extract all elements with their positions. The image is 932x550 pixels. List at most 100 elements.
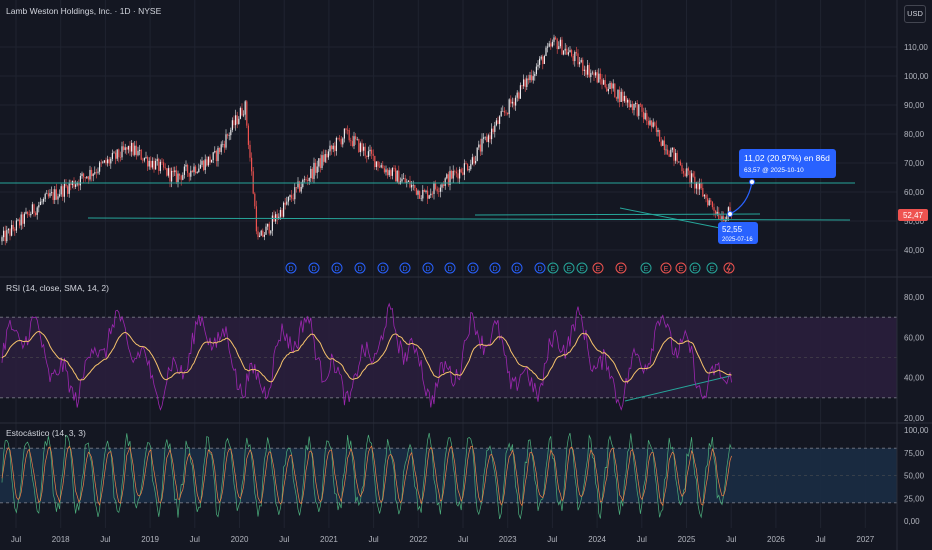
event-icon[interactable] xyxy=(444,262,456,274)
price-candle-body xyxy=(164,167,166,169)
price-candle-body xyxy=(126,147,128,150)
low-label-box[interactable] xyxy=(718,222,758,244)
price-candle-body xyxy=(409,180,411,188)
price-candle-body xyxy=(36,207,38,215)
price-candle-body xyxy=(686,168,688,177)
price-candle-body xyxy=(718,211,720,220)
price-candle-body xyxy=(345,128,347,130)
event-icon[interactable] xyxy=(576,262,588,274)
event-icon[interactable] xyxy=(660,262,672,274)
event-icon[interactable] xyxy=(467,262,479,274)
price-candle-body xyxy=(604,80,606,88)
event-icon[interactable] xyxy=(422,262,434,274)
price-candle-body xyxy=(521,85,523,87)
price-candle-body xyxy=(503,110,505,113)
event-icon[interactable] xyxy=(308,262,320,274)
price-candle-body xyxy=(134,145,136,155)
event-icon[interactable] xyxy=(563,262,575,274)
price-candle-body xyxy=(350,140,352,142)
price-candle-body xyxy=(417,190,419,195)
price-tick-label: 80,00 xyxy=(904,130,925,139)
measure-label-box[interactable] xyxy=(739,149,836,178)
price-candle-body xyxy=(403,178,405,179)
price-candle-body xyxy=(574,52,576,62)
price-candle-body xyxy=(553,37,555,42)
event-icon-label: D xyxy=(447,266,452,273)
price-candle-body xyxy=(577,53,579,65)
currency-button[interactable]: USD xyxy=(904,5,926,23)
rsi-line xyxy=(1,302,732,411)
low-label-main: 52,55 xyxy=(722,225,743,234)
flash-icon[interactable] xyxy=(723,262,735,274)
price-candle-body xyxy=(678,161,680,163)
price-candle-body xyxy=(207,156,209,166)
price-candle-body xyxy=(241,108,243,116)
price-candle-body xyxy=(401,178,403,182)
event-icon[interactable] xyxy=(354,262,366,274)
event-icon-label: D xyxy=(492,266,497,273)
event-icon[interactable] xyxy=(331,262,343,274)
stoch-axis: 100,00 75,00 50,00 25,00 0,00 xyxy=(904,426,929,526)
price-candle-body xyxy=(654,122,656,126)
price-candle-body xyxy=(484,136,486,138)
event-icon-label: D xyxy=(425,266,430,273)
price-candle-body xyxy=(129,145,131,152)
price-candle-body xyxy=(676,152,678,162)
price-candle-body xyxy=(702,188,704,197)
event-icon[interactable] xyxy=(640,262,652,274)
price-candle-body xyxy=(543,56,545,65)
price-candle-body xyxy=(596,72,598,83)
price-candle-body xyxy=(121,146,123,158)
price-candle-body xyxy=(33,204,35,213)
price-candle-body xyxy=(660,141,662,146)
time-tick-label: 2027 xyxy=(856,535,874,544)
price-candle-body xyxy=(39,201,41,206)
price-candle-body xyxy=(673,147,675,161)
measure-start-point xyxy=(727,211,733,217)
event-icon[interactable] xyxy=(399,262,411,274)
price-candle-body xyxy=(721,216,723,220)
time-tick-label: Jul xyxy=(368,535,378,544)
price-candle-body xyxy=(651,120,653,127)
time-tick-label: 2026 xyxy=(767,535,785,544)
price-candle-body xyxy=(297,181,299,188)
price-candle-body xyxy=(588,65,590,77)
event-icon[interactable] xyxy=(377,262,389,274)
price-candle-body xyxy=(259,235,261,237)
price-candle-body xyxy=(396,170,398,182)
price-candle-body xyxy=(689,170,691,183)
event-icon[interactable] xyxy=(511,262,523,274)
event-icon[interactable] xyxy=(615,262,627,274)
event-icon[interactable] xyxy=(547,262,559,274)
price-candle-body xyxy=(700,182,702,189)
event-icon[interactable] xyxy=(689,262,701,274)
time-tick-label: Jul xyxy=(637,535,647,544)
price-candle-body xyxy=(662,140,664,146)
event-icon[interactable] xyxy=(592,262,604,274)
price-candle-body xyxy=(339,138,341,140)
event-icon[interactable] xyxy=(534,262,546,274)
event-icon[interactable] xyxy=(489,262,501,274)
price-candle-body xyxy=(276,214,278,219)
price-candle-body xyxy=(38,205,40,208)
price-candle-body xyxy=(692,173,694,177)
price-candle-body xyxy=(172,170,174,173)
price-candle-body xyxy=(449,170,451,185)
price-candle-body xyxy=(31,204,33,214)
price-candle-body xyxy=(708,200,710,206)
price-candle-body xyxy=(313,162,315,179)
price-candle-body xyxy=(318,158,320,167)
price-candle-body xyxy=(67,186,69,194)
price-candle-body xyxy=(326,153,328,158)
price-candle-body xyxy=(177,173,179,183)
event-icon[interactable] xyxy=(675,262,687,274)
rsi-axis: 80,00 60,00 40,00 20,00 xyxy=(904,293,925,423)
price-candle-body xyxy=(9,229,11,236)
event-icon[interactable] xyxy=(285,262,297,274)
price-candle-body xyxy=(94,172,96,174)
event-icon-label: D xyxy=(402,266,407,273)
price-candle-body xyxy=(601,79,603,85)
event-icon[interactable] xyxy=(706,262,718,274)
